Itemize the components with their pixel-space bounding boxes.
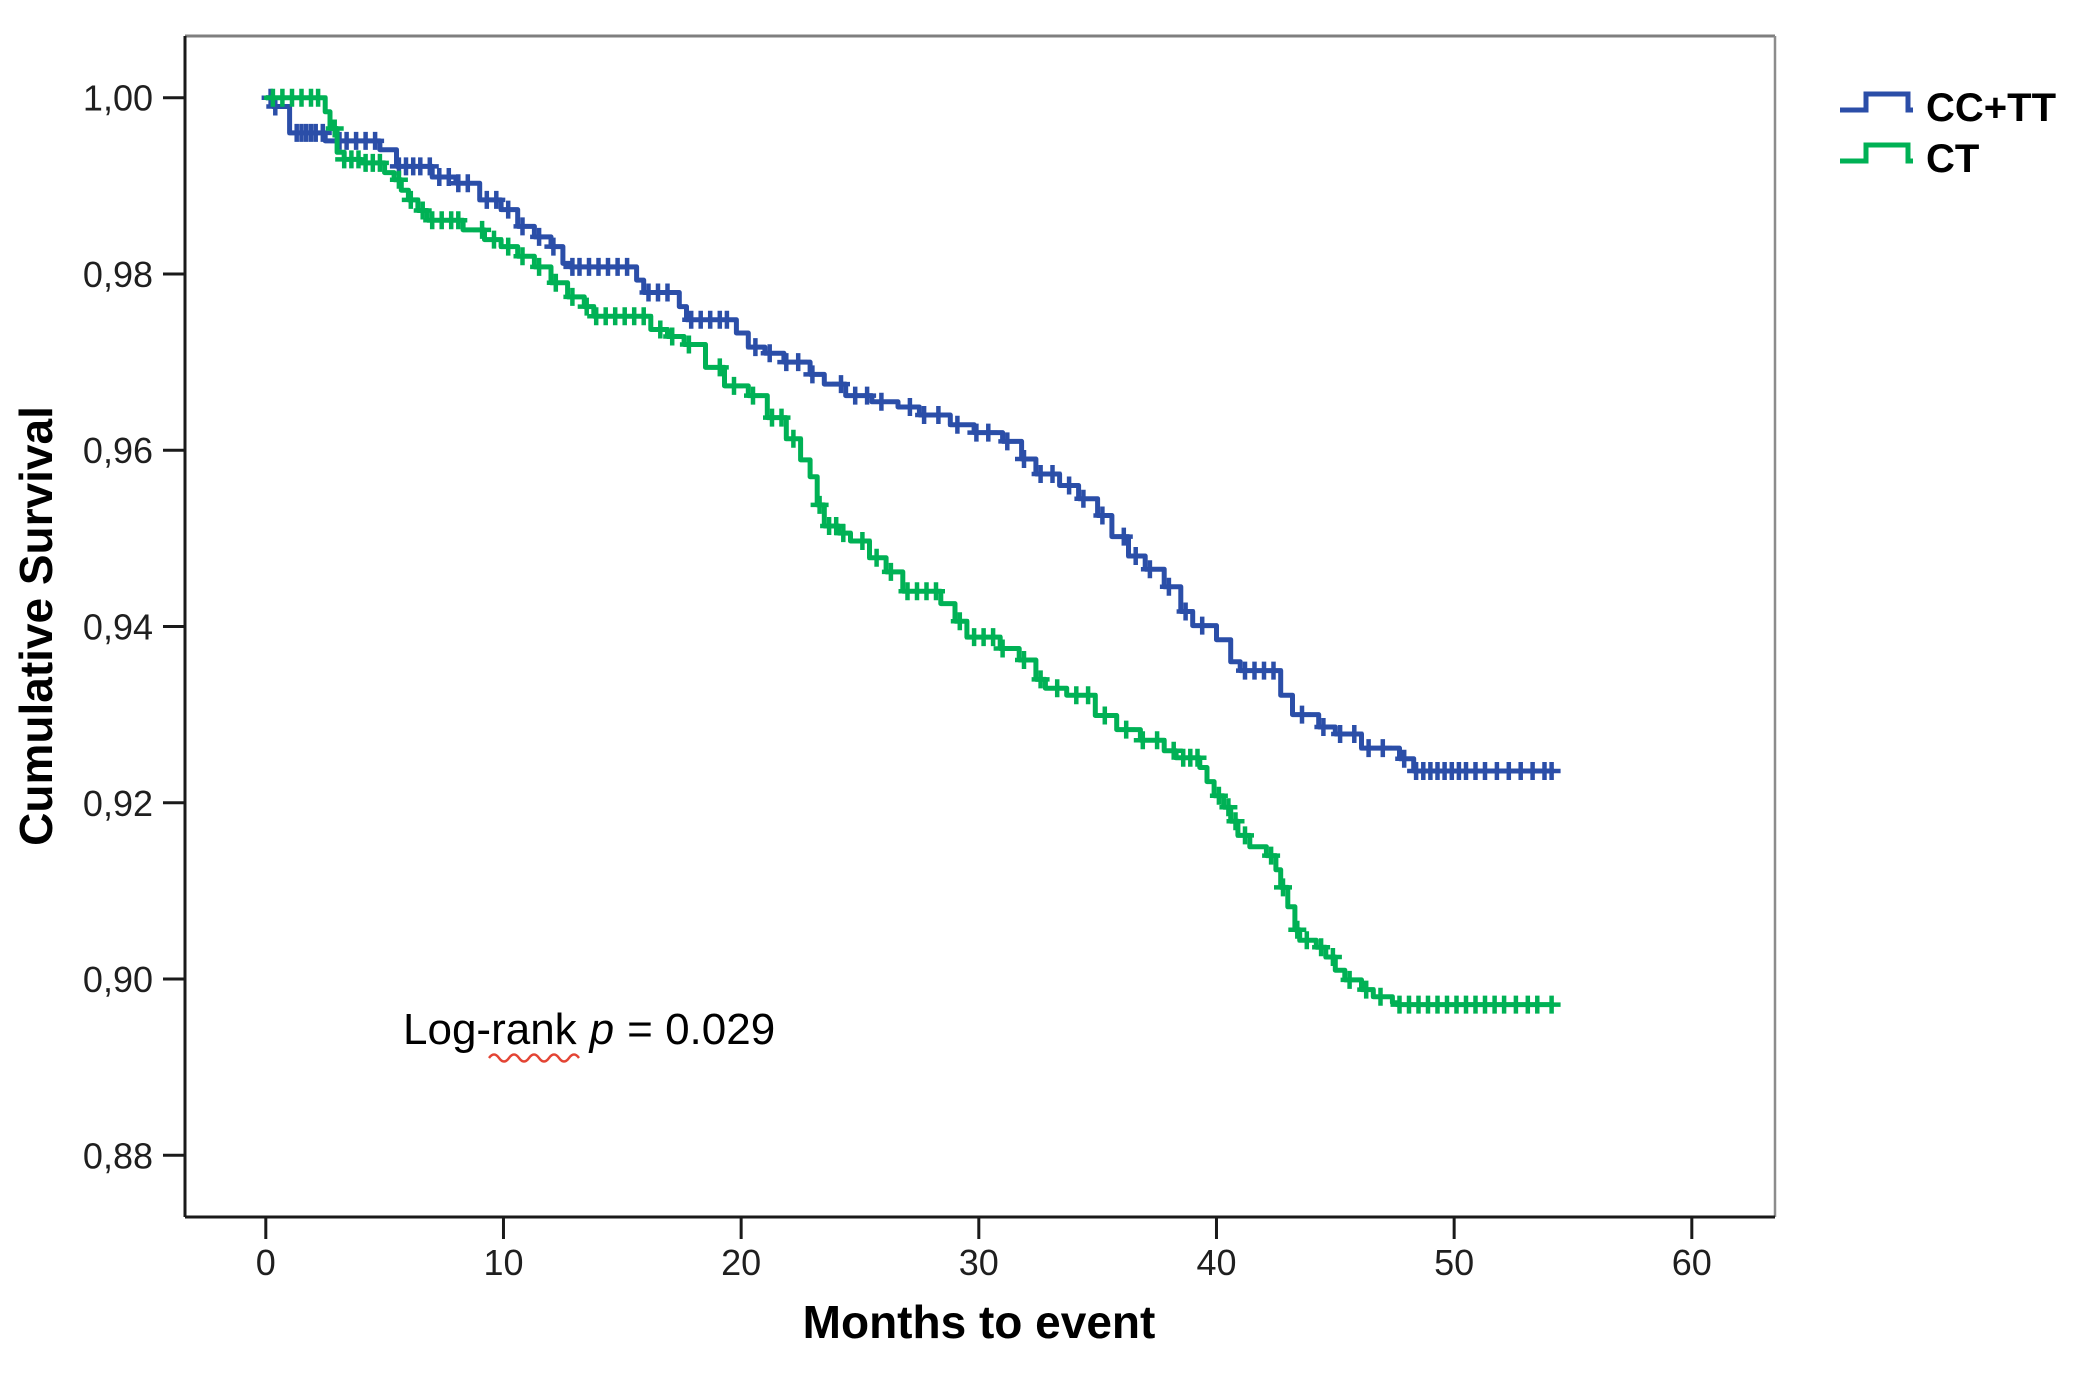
censor-marks-ct: [263, 88, 1561, 1014]
x-axis-title: Months to event: [803, 1296, 1156, 1348]
x-tick-label: 10: [483, 1242, 523, 1283]
legend-step-icon: [1840, 142, 1913, 164]
legend-step-icon: [1840, 91, 1913, 113]
survival-curve-cctt: [265, 95, 1554, 774]
y-tick-label: 1,00: [83, 78, 153, 119]
annotation-logrank: Log-rank p = 0.029: [403, 1005, 775, 1063]
logrank-text: Log-rank p = 0.029: [403, 1005, 775, 1054]
y-axis: 1,00 0,98 0,96 0,94 0,92 0,90 0,88: [83, 78, 185, 1176]
censor-marks-cctt: [261, 88, 1561, 780]
spellcheck-squiggle-icon: [488, 1053, 580, 1063]
y-tick-label: 0,92: [83, 783, 153, 824]
y-tick-label: 0,96: [83, 430, 153, 471]
y-tick-label: 0,88: [83, 1135, 153, 1176]
series-ct: [263, 88, 1561, 1014]
x-tick-label: 20: [721, 1242, 761, 1283]
y-tick-label: 0,90: [83, 959, 153, 1000]
y-axis-title: Cumulative Survival: [10, 406, 62, 846]
legend: CC+TT CT: [1840, 86, 2056, 181]
y-tick-label: 0,94: [83, 607, 153, 648]
x-tick-label: 40: [1196, 1242, 1236, 1283]
x-tick-label: 50: [1434, 1242, 1474, 1283]
survival-curve-ct: [265, 95, 1554, 1008]
x-tick-label: 30: [959, 1242, 999, 1283]
logrank-prefix: Log-rank: [403, 1005, 578, 1054]
logrank-p-symbol: p: [588, 1005, 614, 1054]
x-tick-label: 60: [1672, 1242, 1712, 1283]
x-tick-label: 0: [256, 1242, 276, 1283]
series-cc-tt: [261, 88, 1561, 780]
legend-label-ct: CT: [1926, 137, 1979, 181]
legend-label-cctt: CC+TT: [1926, 86, 2056, 130]
x-axis: 0 10 20 30 40 50 60: [256, 1217, 1712, 1283]
y-tick-label: 0,98: [83, 254, 153, 295]
logrank-value: = 0.029: [627, 1005, 775, 1054]
